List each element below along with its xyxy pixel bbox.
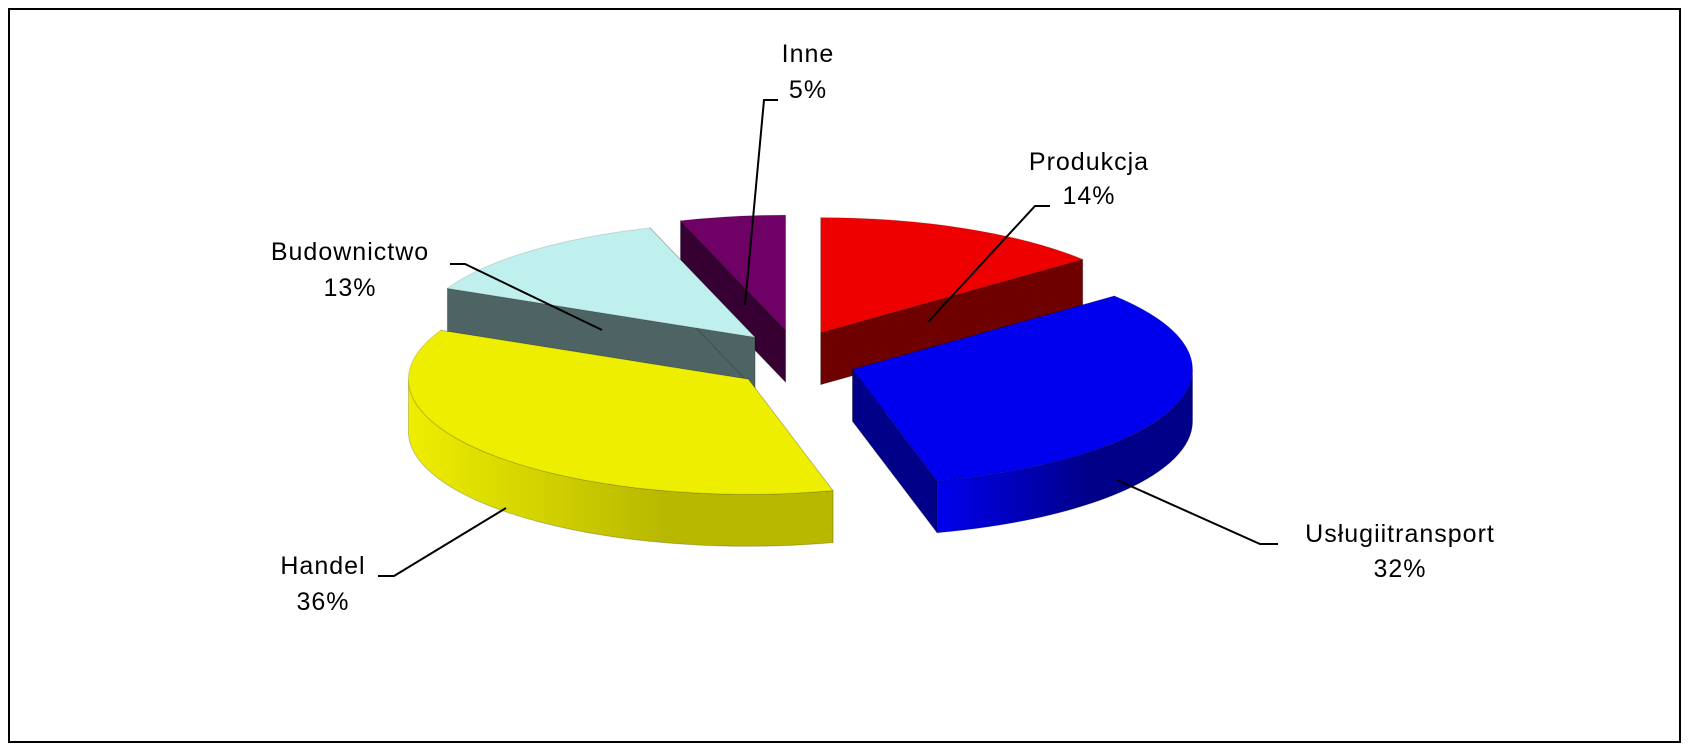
leader-line-produkcja bbox=[927, 205, 1050, 323]
pie-slice-produkcja bbox=[820, 217, 1085, 386]
slice-label-handel: Handel bbox=[280, 552, 365, 580]
slice-label-inne: Inne bbox=[782, 40, 835, 68]
slice-percent-usługiitransport: 32% bbox=[1373, 555, 1426, 583]
pie-slice-inne bbox=[679, 214, 787, 384]
leader-line-inne bbox=[744, 99, 778, 306]
leader-line-budownictwo bbox=[450, 263, 603, 331]
slice-label-budownictwo: Budownictwo bbox=[271, 238, 429, 266]
slice-label-produkcja: Produkcja bbox=[1029, 148, 1149, 176]
slice-percent-inne: 5% bbox=[789, 76, 827, 104]
slice-label-usługiitransport: Usługiitransport bbox=[1305, 520, 1495, 548]
slice-percent-budownictwo: 13% bbox=[323, 274, 376, 302]
slice-percent-produkcja: 14% bbox=[1062, 182, 1115, 210]
pie-slice-handel bbox=[407, 329, 834, 547]
pie-slice-usługiitransport bbox=[851, 295, 1194, 535]
slice-percent-handel: 36% bbox=[296, 588, 349, 616]
leader-line-usługiitransport bbox=[1116, 479, 1278, 545]
leader-line-handel bbox=[378, 507, 507, 577]
